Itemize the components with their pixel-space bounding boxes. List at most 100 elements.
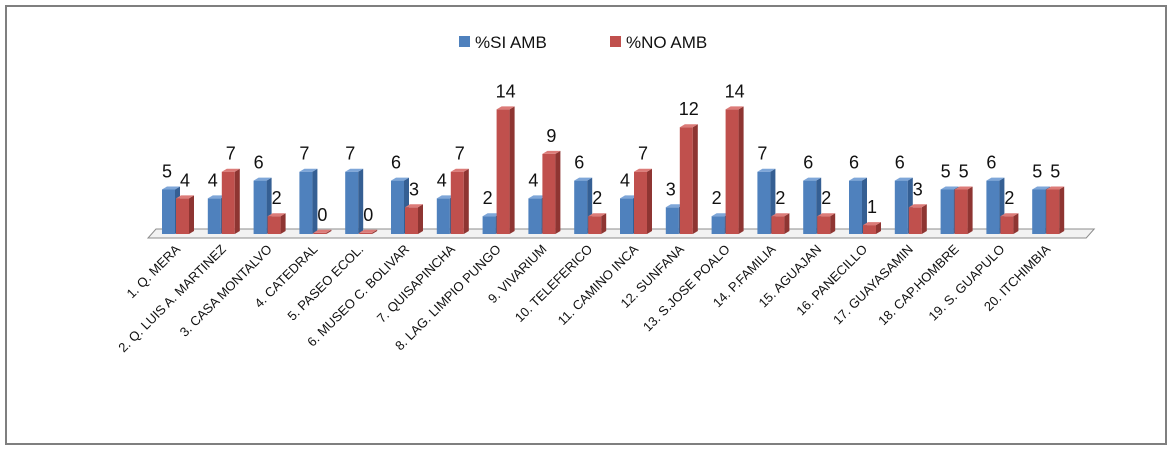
bar-si-4-top xyxy=(299,168,318,172)
bar-no-1-top xyxy=(176,195,194,199)
bar-no-1 xyxy=(176,195,194,234)
bar-no-13-top xyxy=(725,106,744,110)
bar-si-13-top xyxy=(711,213,730,217)
bar-no-17 xyxy=(908,204,927,234)
bar-no-9-top xyxy=(542,150,561,154)
bar-si-19-top xyxy=(986,177,1005,181)
bar-no-15-top xyxy=(817,213,836,217)
bar-si-17-top xyxy=(894,177,913,181)
bar-si-13-front xyxy=(711,216,725,234)
value-label-si-18: 5 xyxy=(941,162,951,182)
bar-si-20-top xyxy=(1032,186,1051,190)
bar-no-6-front xyxy=(405,207,418,234)
bar-no-19-side xyxy=(1013,213,1019,234)
bar-no-11-side xyxy=(647,168,652,234)
value-label-no-5: 0 xyxy=(363,205,373,225)
bar-si-11-top xyxy=(620,195,638,199)
bar-no-19 xyxy=(1000,213,1019,234)
value-label-si-13: 2 xyxy=(712,188,722,208)
value-label-si-7: 4 xyxy=(437,170,447,190)
bar-no-11-front xyxy=(634,171,647,234)
bar-si-20-front xyxy=(1032,189,1046,234)
bar-si-3-top xyxy=(253,177,272,181)
value-label-no-3: 2 xyxy=(272,188,282,208)
bar-no-2 xyxy=(221,168,240,234)
bar-si-11-front xyxy=(620,198,633,234)
bar-no-2-front xyxy=(221,171,235,234)
x-tick-label-13: 13. S.JOSE POALO xyxy=(640,242,733,335)
value-label-no-8: 14 xyxy=(496,81,516,101)
legend-swatch-si xyxy=(459,36,470,47)
value-label-no-4: 0 xyxy=(317,205,327,225)
bar-no-12-side xyxy=(692,124,698,234)
bar-no-12-front xyxy=(679,127,693,234)
bar-no-12 xyxy=(679,124,698,234)
value-label-si-5: 7 xyxy=(345,144,355,164)
bar-si-1-top xyxy=(162,186,180,190)
bar-no-17-side xyxy=(921,204,927,234)
bar-si-16-side xyxy=(862,177,867,234)
value-label-no-14: 2 xyxy=(775,188,785,208)
legend: %SI AMB %NO AMB xyxy=(459,33,707,52)
bar-no-7 xyxy=(450,168,469,234)
bar-no-20-front xyxy=(1046,189,1060,234)
value-label-no-11: 7 xyxy=(638,144,648,164)
bar-no-19-top xyxy=(1000,213,1019,217)
value-label-si-15: 6 xyxy=(803,153,813,173)
bar-no-3-front xyxy=(267,216,281,234)
bar-no-10-front xyxy=(588,216,602,234)
legend-label-si: %SI AMB xyxy=(475,33,547,52)
bar-no-17-front xyxy=(908,207,922,234)
bar-no-5-front xyxy=(359,232,373,234)
bar-no-7-front xyxy=(450,171,464,234)
bar-no-9-side xyxy=(555,150,561,234)
bar-si-10-front xyxy=(574,180,588,234)
bar-si-6-front xyxy=(391,180,404,234)
bar-no-13-side xyxy=(738,106,744,234)
bar-si-16 xyxy=(849,177,867,234)
bar-no-6 xyxy=(405,204,423,234)
bar-si-14-top xyxy=(757,168,776,172)
value-label-si-10: 6 xyxy=(574,153,584,173)
value-label-si-20: 5 xyxy=(1032,162,1042,182)
bar-si-7-top xyxy=(436,195,455,199)
bar-no-14-top xyxy=(771,213,790,217)
value-label-si-14: 7 xyxy=(757,144,767,164)
bar-no-7-top xyxy=(450,168,469,172)
x-tick-label-17: 17. GUAYASAMIN xyxy=(830,242,916,328)
bar-no-3-top xyxy=(267,213,286,217)
bar-no-17-top xyxy=(908,204,927,208)
bar-no-14-side xyxy=(784,213,790,234)
bar-no-8-side xyxy=(509,106,515,234)
bar-no-16-front xyxy=(863,225,876,234)
bar-no-4-front xyxy=(313,232,327,234)
value-label-si-11: 4 xyxy=(620,170,630,190)
bar-no-12-top xyxy=(679,124,698,128)
x-tick-label-11: 11. CAMINO INCA xyxy=(555,241,642,328)
bar-no-18 xyxy=(954,186,973,234)
x-tick-label-7: 7. QUISAPINCHA xyxy=(374,241,458,325)
bar-no-20 xyxy=(1046,186,1065,234)
bar-no-3 xyxy=(267,213,286,234)
bar-no-4-top xyxy=(313,229,332,233)
value-label-no-2: 7 xyxy=(226,144,236,164)
bar-no-15-front xyxy=(817,216,831,234)
bar-no-10-top xyxy=(588,213,607,217)
bar-si-12-top xyxy=(665,204,684,208)
bar-no-3-side xyxy=(280,213,286,234)
bar-no-5 xyxy=(359,229,378,234)
bar-si-8-front xyxy=(482,216,496,234)
bar-no-14-front xyxy=(771,216,785,234)
value-label-si-1: 5 xyxy=(162,162,172,182)
bar-no-9 xyxy=(542,150,561,234)
value-label-si-6: 6 xyxy=(391,153,401,173)
bar-si-2-top xyxy=(207,195,226,199)
value-label-no-15: 2 xyxy=(821,188,831,208)
value-label-si-2: 4 xyxy=(208,170,218,190)
bar-no-7-side xyxy=(463,168,469,234)
bar-no-14 xyxy=(771,213,790,234)
bar-no-1-front xyxy=(176,198,189,234)
